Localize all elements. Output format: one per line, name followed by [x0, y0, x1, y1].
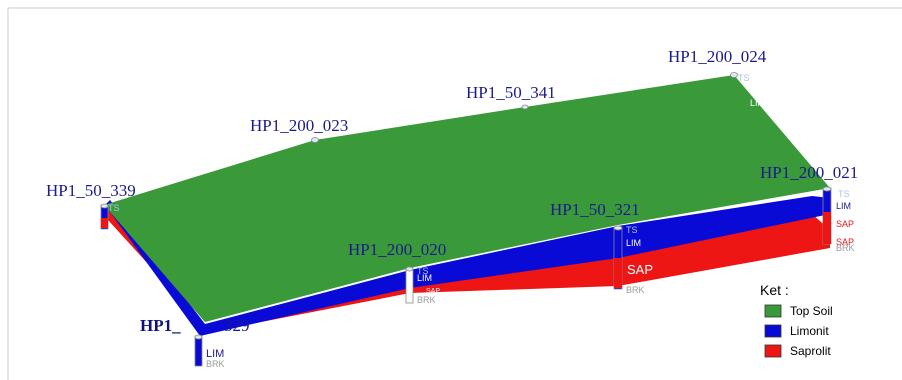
legend-title: Ket :: [760, 282, 789, 298]
tag-sap-hp1-50-321: SAP: [627, 262, 653, 277]
tag-brk-hp1-50-321: BRK: [626, 285, 645, 295]
drill-hole-hp1-50-321-sap: [614, 258, 622, 288]
legend-swatch-top-soil: [764, 304, 782, 318]
hole-label-hp1-200-021: HP1_200_021: [760, 163, 858, 182]
drill-hole-hp1-50-339-sap: [101, 218, 108, 228]
legend-label-limonit: Limonit: [790, 324, 829, 338]
tag-lim-hp1-50-321: LIM: [626, 238, 641, 248]
hole-label-hp1-200-023: HP1_200_023: [250, 116, 348, 135]
saprolit-layer: [104, 206, 830, 332]
tag-ts-hp1-50-321: TS: [626, 225, 638, 235]
drill-hole-hp1-329-cap: [194, 334, 203, 340]
tag-sap-hp1-200-021: SAP: [836, 219, 854, 229]
hole-label-hp1-50-341: HP1_50_341: [466, 83, 556, 102]
drill-hole-hp1-50-321-cap: [613, 225, 623, 231]
tag-brk-hp1-329: BRK: [206, 359, 225, 369]
hole-label-hp1-50-321: HP1_50_321: [550, 200, 640, 219]
hole-label-hp1-200-020: HP1_200_020: [348, 240, 446, 259]
drill-hole-hp1-200-021-cap: [822, 186, 832, 192]
tag-sap-hp1-200-020: SAP: [426, 288, 440, 295]
legend-swatch-saprolit: [764, 344, 782, 358]
drill-hole-hp1-50-339-cap: [100, 203, 109, 209]
drill-hole-hp1-200-023[interactable]: [311, 137, 319, 143]
tag-lim-hp1-200-021: LIM: [836, 201, 851, 211]
drill-hole-hp1-200-021-sap: [823, 212, 831, 244]
legend-label-saprolit: Saprolit: [790, 344, 831, 358]
drill-hole-hp1-329[interactable]: [194, 335, 203, 367]
top-soil-layer: [104, 75, 830, 322]
hole-label-hp1-50-339: HP1_50_339: [46, 181, 136, 200]
tag-brk-hp1-200-021: BRK: [836, 243, 855, 253]
tag-lim-hp1-200-020: LIM: [417, 273, 432, 283]
legend: Ket : Top Soil Limonit Saprolit: [760, 282, 833, 358]
legend-label-top-soil: Top Soil: [790, 304, 833, 318]
hole-label-hp1-329-prefix: HP1_: [140, 316, 181, 335]
hole-label-hp1-329-suffix: 329: [224, 316, 250, 335]
drill-hole-hp1-50-341[interactable]: [521, 104, 529, 110]
tag-ts-hp1-200-020: TS: [417, 266, 429, 276]
hole-label-hp1-200-024: HP1_200_024: [668, 47, 767, 66]
drill-hole-hp1-200-020[interactable]: [405, 267, 414, 304]
drill-hole-hp1-200-020-cap: [405, 266, 414, 272]
tag-ts-hp1-200-024: TS: [738, 73, 750, 83]
limonit-layer: [104, 196, 830, 336]
legend-swatch-limonit: [764, 324, 782, 338]
tag-brk-hp1-200-020: BRK: [417, 295, 436, 305]
tag-ts-hp1-200-021: TS: [838, 189, 850, 199]
tag-sap2-hp1-200-021: SAP: [836, 237, 854, 247]
tag-ts-hp1-50-339: TS: [108, 203, 120, 213]
tag-lim-hp1-329: LIM: [206, 348, 224, 360]
drill-hole-hp1-200-024[interactable]: [730, 72, 738, 78]
tag-lim-hp1-200-024: LIM: [750, 98, 765, 108]
